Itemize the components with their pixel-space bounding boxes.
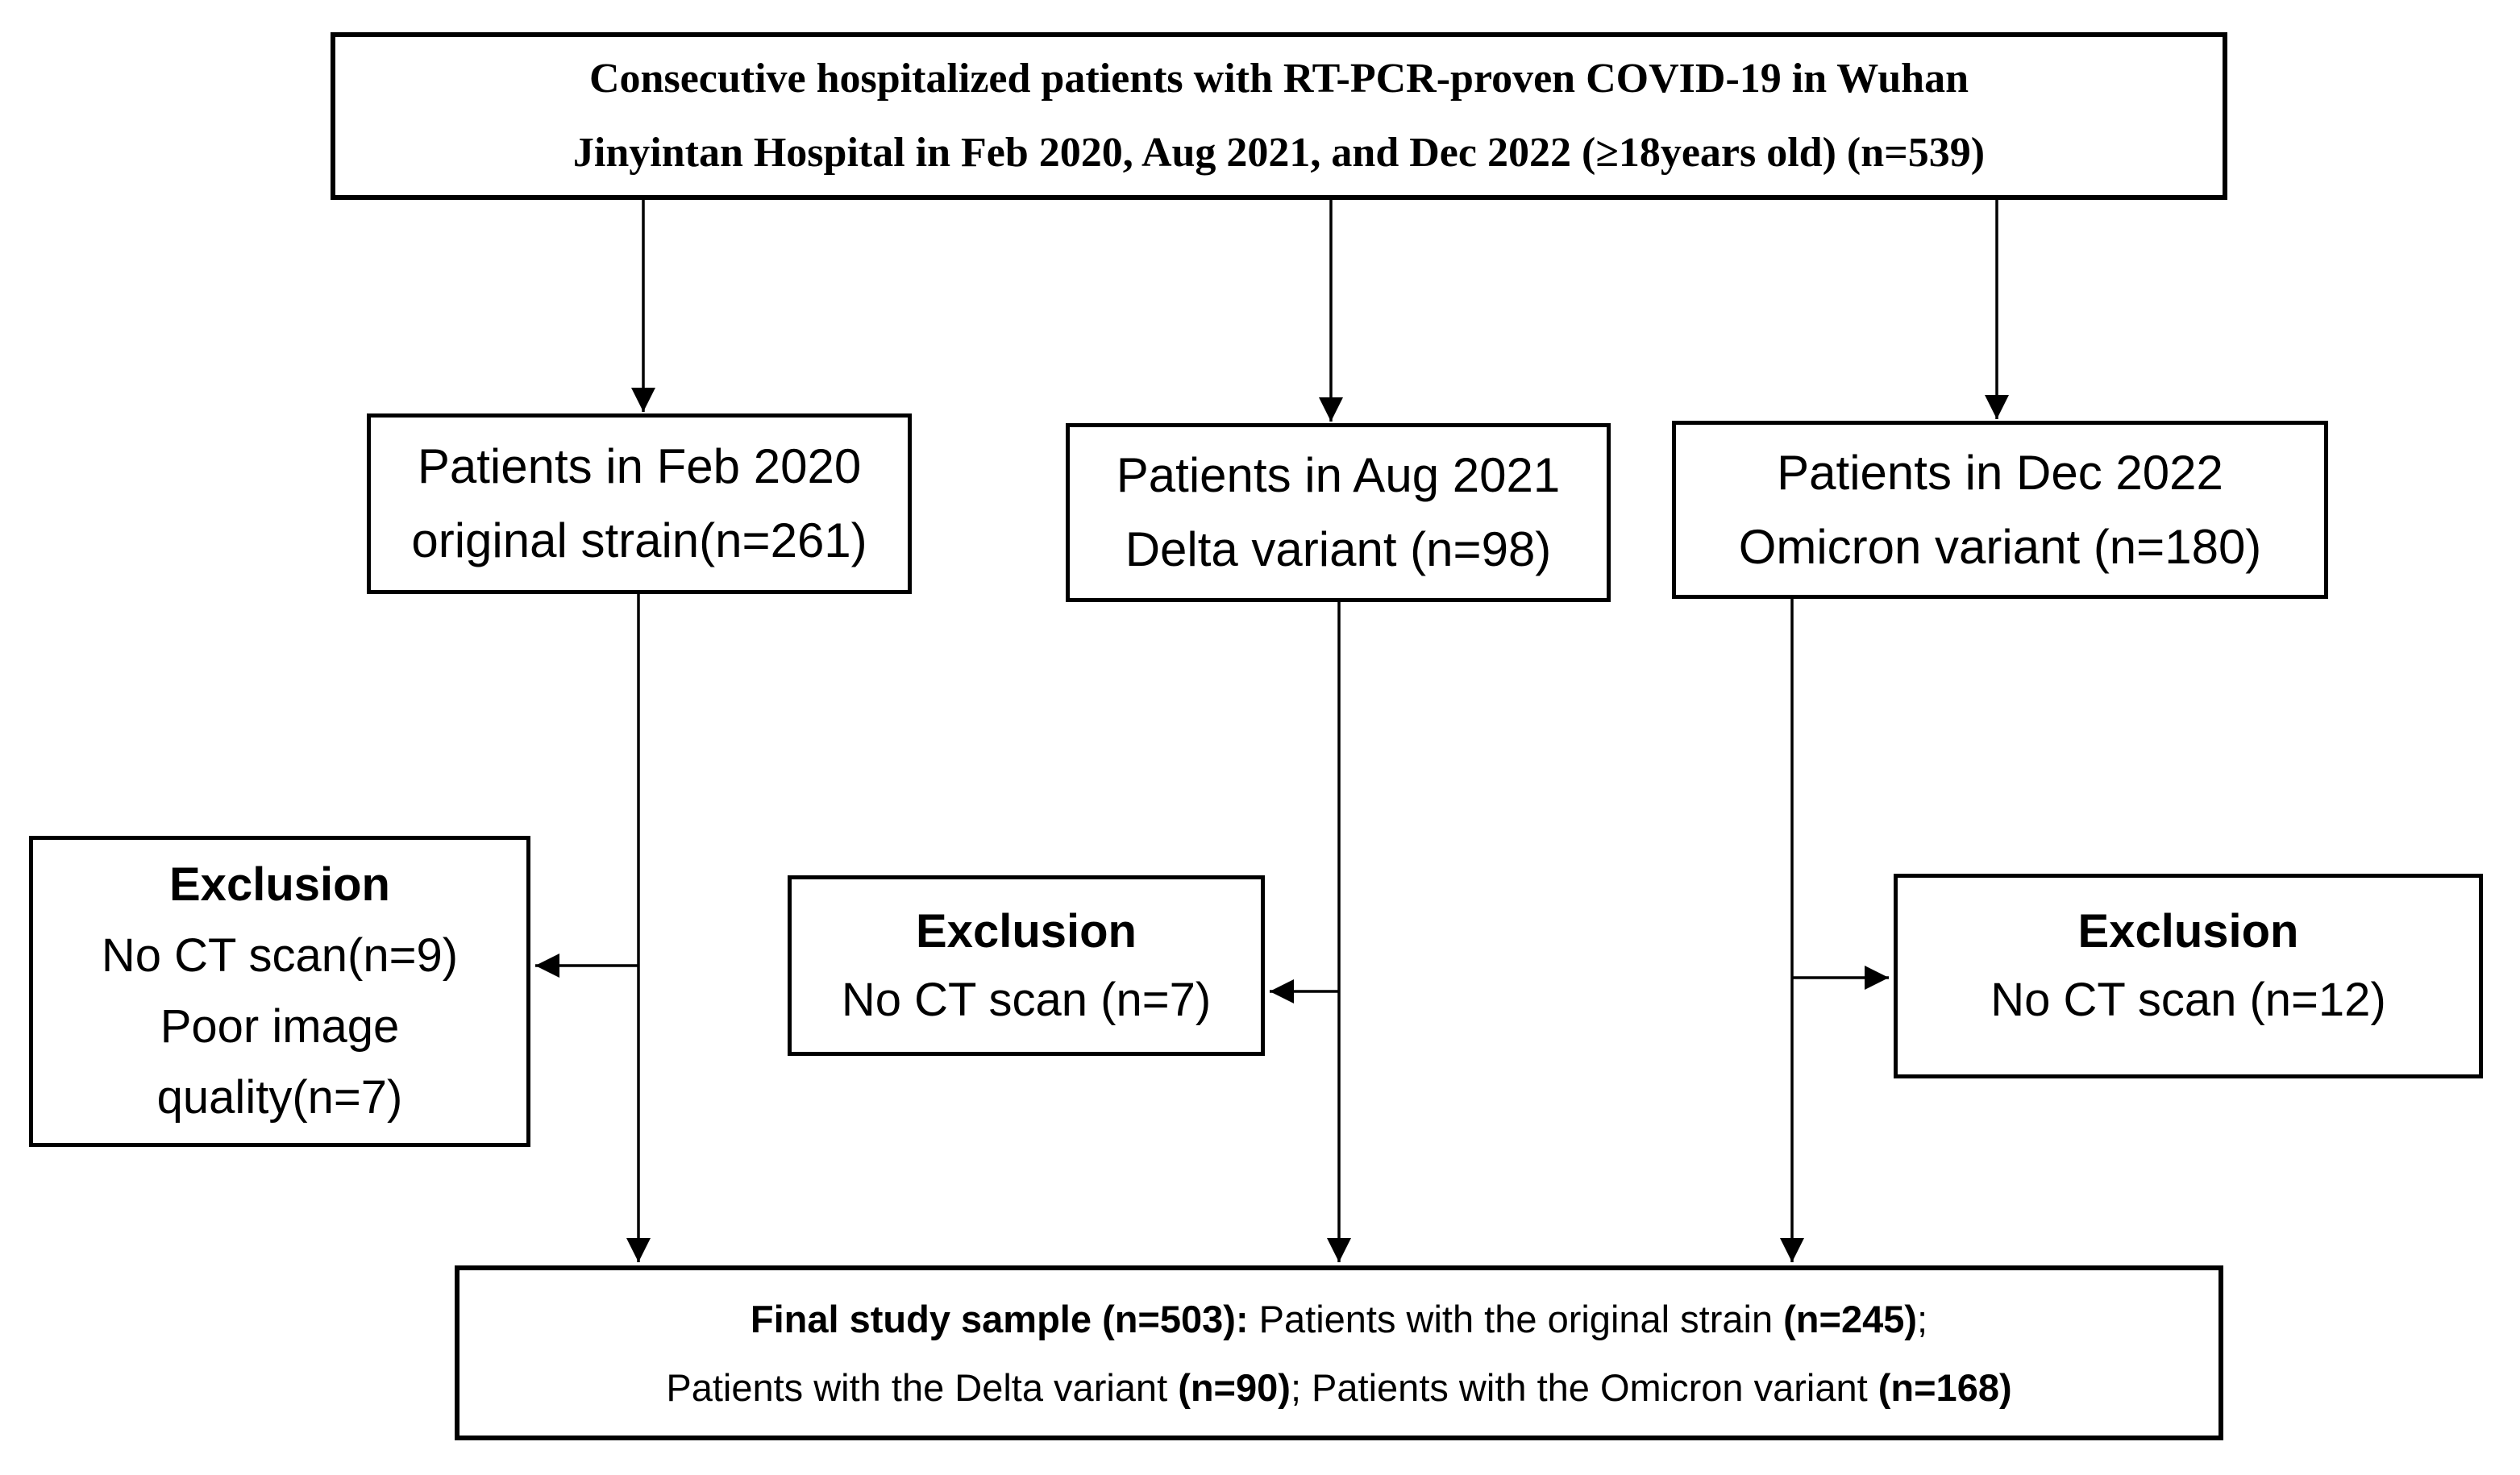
exclusion-aug2021-title: Exclusion [916,905,1137,958]
cohort-aug2021-line2: Delta variant (n=98) [1125,522,1552,576]
box-cohort-dec2022: Patients in Dec 2022 Omicron variant (n=… [1672,421,2328,599]
box-exclusion-dec2022: Exclusion No CT scan (n=12) [1894,874,2483,1078]
cohort-aug2021-line1: Patients in Aug 2021 [1116,448,1561,502]
exclusion-dec2022-title: Exclusion [2077,905,2299,958]
final-sample-delta-label: Patients with the Delta variant [666,1365,1179,1409]
final-sample-original-label: Patients with the original strain [1248,1297,1784,1340]
final-sample-omicron-label: ; Patients with the Omicron variant [1290,1365,1878,1409]
box-total-cohort: Consecutive hospitalized patients with R… [331,32,2227,200]
final-sample-omicron-n: (n=168) [1878,1365,2012,1409]
final-sample-separator: ; [1917,1297,1928,1340]
cohort-dec2022-line1: Patients in Dec 2022 [1777,445,2223,500]
box-cohort-feb2020: Patients in Feb 2020 original strain(n=2… [367,413,912,594]
total-cohort-line2: Jinyintan Hospital in Feb 2020, Aug 2021… [572,130,1986,176]
total-cohort-line1: Consecutive hospitalized patients with R… [588,56,1969,102]
box-exclusion-feb2020: Exclusion No CT scan(n=9) Poor image qua… [29,836,530,1147]
final-sample-total: Final study sample (n=503): [750,1297,1249,1340]
final-sample-delta-n: (n=90) [1178,1365,1291,1409]
final-sample-line2: Patients with the Delta variant (n=90); … [666,1353,2011,1422]
exclusion-feb2020-line3: quality(n=7) [156,1071,403,1124]
cohort-feb2020-line2: original strain(n=261) [411,513,867,567]
exclusion-aug2021-line1: No CT scan (n=7) [841,974,1212,1026]
exclusion-feb2020-title: Exclusion [169,858,390,911]
cohort-dec2022-line2: Omicron variant (n=180) [1738,519,2262,574]
cohort-feb2020-line1: Patients in Feb 2020 [417,439,862,493]
box-final-sample: Final study sample (n=503): Patients wit… [455,1265,2223,1440]
final-sample-original-n: (n=245) [1783,1297,1918,1340]
final-sample-line1: Final study sample (n=503): Patients wit… [751,1285,1927,1353]
box-cohort-aug2021: Patients in Aug 2021 Delta variant (n=98… [1066,423,1611,602]
exclusion-feb2020-line1: No CT scan(n=9) [101,929,459,982]
exclusion-feb2020-line2: Poor image [160,1000,400,1053]
exclusion-dec2022-line1: No CT scan (n=12) [1990,974,2386,1026]
box-exclusion-aug2021: Exclusion No CT scan (n=7) [788,875,1265,1056]
